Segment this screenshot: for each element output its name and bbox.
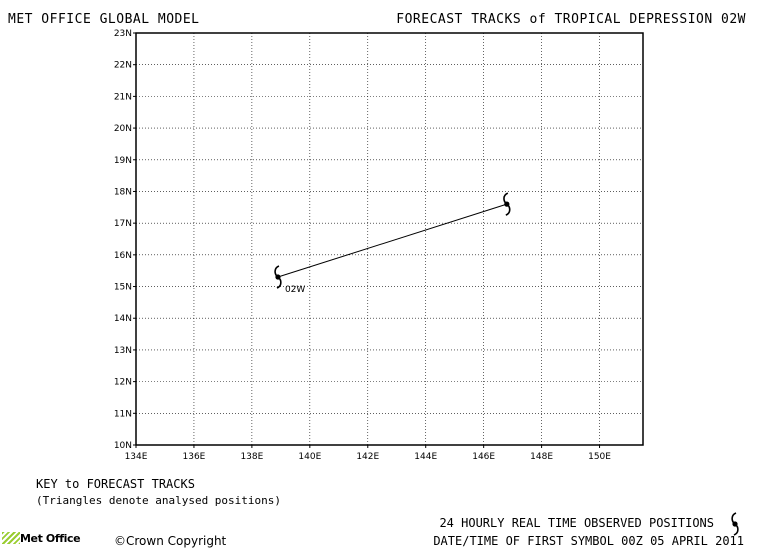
lon-tick-label: 150E <box>588 452 611 462</box>
lat-tick-label: 21N <box>114 92 132 102</box>
lon-tick-label: 134E <box>125 452 148 462</box>
lat-tick-label: 22N <box>114 61 132 71</box>
lon-tick-label: 148E <box>530 452 553 462</box>
lon-tick-label: 138E <box>240 452 263 462</box>
map-frame <box>135 32 644 446</box>
track-line <box>277 203 507 278</box>
lat-tick-label: 11N <box>114 409 132 419</box>
lat-tick-label: 20N <box>114 124 132 134</box>
storm-track: 02W <box>274 192 511 295</box>
lat-tick-label: 13N <box>114 346 132 356</box>
tropical-cyclone-symbol-icon <box>503 192 511 216</box>
copyright-notice: ©Crown Copyright <box>114 534 227 548</box>
key-note: (Triangles denote analysed positions) <box>36 494 282 507</box>
latitude-tick-labels: 10N 11N 12N 13N 14N 15N 16N 17N 18N 19N 20N 21N 22N 2… <box>114 29 132 451</box>
tropical-cyclone-symbol-icon <box>274 265 282 289</box>
lon-tick-label: 144E <box>414 452 437 462</box>
logo-mark-icon <box>2 532 20 544</box>
gridlines <box>133 32 643 448</box>
observed-positions-label: 24 HOURLY REAL TIME OBSERVED POSITIONS <box>439 516 714 530</box>
first-symbol-datetime: DATE/TIME OF FIRST SYMBOL 00Z 05 APRIL 2… <box>433 534 744 548</box>
longitude-tick-labels: 134E 136E 138E 140E 142E 144E 146E 148E 150E <box>125 452 612 462</box>
key-title: KEY to FORECAST TRACKS <box>36 477 195 491</box>
lat-tick-label: 16N <box>114 251 132 261</box>
lon-tick-label: 140E <box>298 452 321 462</box>
lat-tick-label: 17N <box>114 219 132 229</box>
lat-tick-label: 12N <box>114 378 132 388</box>
lon-tick-label: 136E <box>183 452 206 462</box>
lat-tick-label: 19N <box>114 156 132 166</box>
lon-tick-label: 146E <box>472 452 495 462</box>
lat-tick-label: 14N <box>114 314 132 324</box>
lon-tick-label: 142E <box>356 452 379 462</box>
legend-cyclone-symbol-icon <box>731 512 739 536</box>
lat-tick-label: 23N <box>114 29 132 39</box>
lat-tick-label: 15N <box>114 283 132 293</box>
model-title: MET OFFICE GLOBAL MODEL <box>8 12 200 27</box>
copyright-icon: © <box>114 534 126 548</box>
met-office-logo: Met Office <box>2 532 81 545</box>
lat-tick-label: 10N <box>114 441 132 451</box>
lat-tick-label: 18N <box>114 187 132 197</box>
forecast-title: FORECAST TRACKS of TROPICAL DEPRESSION 0… <box>396 12 746 27</box>
storm-label: 02W <box>285 285 305 295</box>
